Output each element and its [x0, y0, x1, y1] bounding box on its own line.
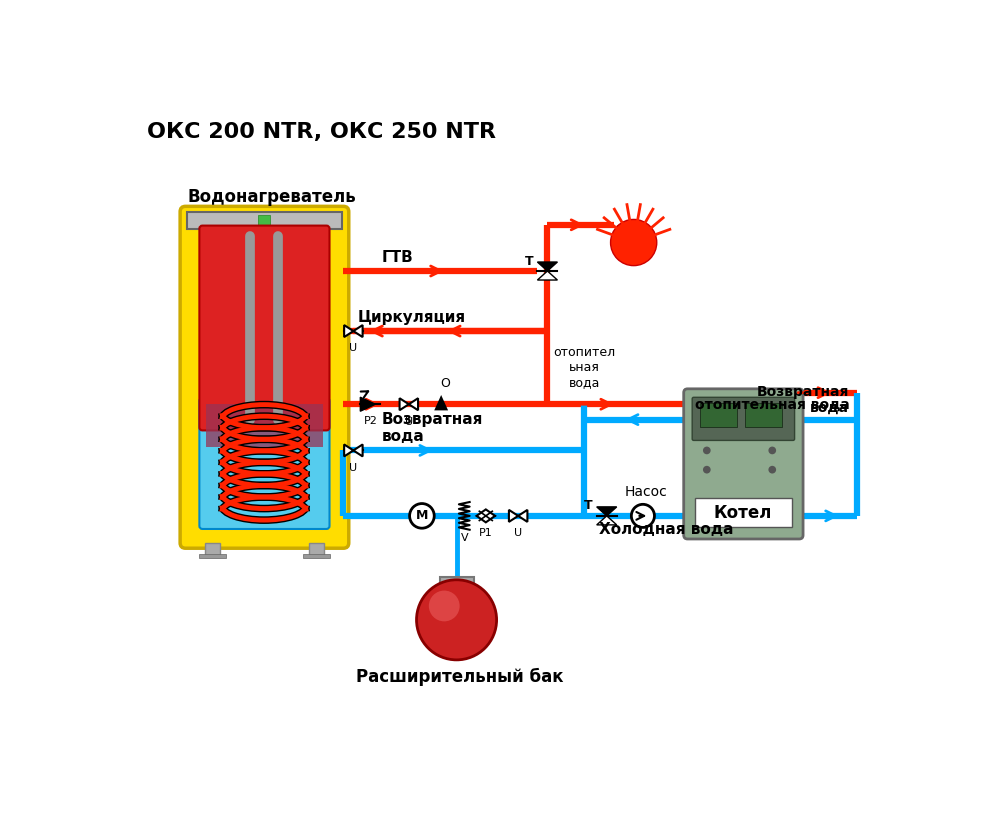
Text: Насос: Насос: [625, 485, 667, 499]
Bar: [309, 543, 324, 556]
Circle shape: [769, 466, 776, 474]
Circle shape: [703, 466, 710, 474]
Polygon shape: [596, 516, 617, 525]
Text: Котел: Котел: [713, 504, 772, 522]
Polygon shape: [353, 445, 363, 456]
Bar: [199, 554, 226, 558]
Text: P1: P1: [479, 528, 493, 538]
Polygon shape: [519, 510, 527, 522]
Text: Холодная вода: Холодная вода: [599, 522, 733, 537]
Bar: [440, 577, 473, 595]
Text: Расширительный бак: Расширительный бак: [356, 667, 564, 686]
Bar: [302, 554, 331, 558]
Text: Возвратная
вода: Возвратная вода: [757, 384, 849, 415]
Bar: [205, 543, 220, 556]
Text: T: T: [524, 254, 533, 268]
Polygon shape: [408, 398, 418, 410]
Text: Возвратная
вода: Возвратная вода: [382, 412, 483, 445]
FancyBboxPatch shape: [180, 206, 348, 548]
Text: T: T: [584, 500, 592, 512]
Text: U: U: [514, 528, 523, 538]
Bar: [258, 215, 271, 225]
Polygon shape: [353, 325, 363, 337]
Text: V: V: [461, 533, 468, 543]
Text: Водонагреватель: Водонагреватель: [187, 188, 356, 205]
Text: P2: P2: [363, 416, 377, 426]
Text: Циркуляция: Циркуляция: [357, 310, 465, 325]
Circle shape: [416, 580, 497, 660]
FancyBboxPatch shape: [200, 398, 330, 529]
Polygon shape: [509, 510, 519, 522]
Circle shape: [610, 219, 656, 266]
Text: отопител
ьная
вода: отопител ьная вода: [554, 346, 616, 389]
Text: отопительная вода: отопительная вода: [695, 397, 849, 411]
Polygon shape: [434, 395, 448, 410]
Polygon shape: [360, 397, 375, 411]
Polygon shape: [537, 271, 557, 280]
Text: ОКС 200 NTR, ОКС 250 NTR: ОКС 200 NTR, ОКС 250 NTR: [147, 123, 496, 143]
Polygon shape: [344, 325, 353, 337]
Bar: [745, 404, 782, 426]
Circle shape: [703, 446, 710, 455]
Bar: [206, 404, 324, 446]
Polygon shape: [400, 398, 408, 410]
Text: M: M: [415, 510, 428, 522]
Text: O: O: [440, 377, 450, 390]
Circle shape: [769, 446, 776, 455]
Bar: [696, 498, 791, 527]
Circle shape: [632, 505, 654, 527]
FancyBboxPatch shape: [684, 389, 803, 539]
Polygon shape: [537, 262, 557, 271]
Text: ГТВ: ГТВ: [382, 250, 413, 265]
Bar: [700, 404, 737, 426]
FancyBboxPatch shape: [200, 225, 330, 430]
Circle shape: [409, 504, 434, 528]
Circle shape: [429, 590, 460, 621]
Polygon shape: [344, 445, 353, 456]
Polygon shape: [476, 510, 495, 522]
Text: U: U: [349, 463, 357, 473]
Bar: [187, 212, 341, 229]
Text: U: U: [404, 416, 413, 426]
FancyBboxPatch shape: [692, 397, 795, 440]
Polygon shape: [596, 507, 617, 516]
Text: U: U: [349, 344, 357, 354]
